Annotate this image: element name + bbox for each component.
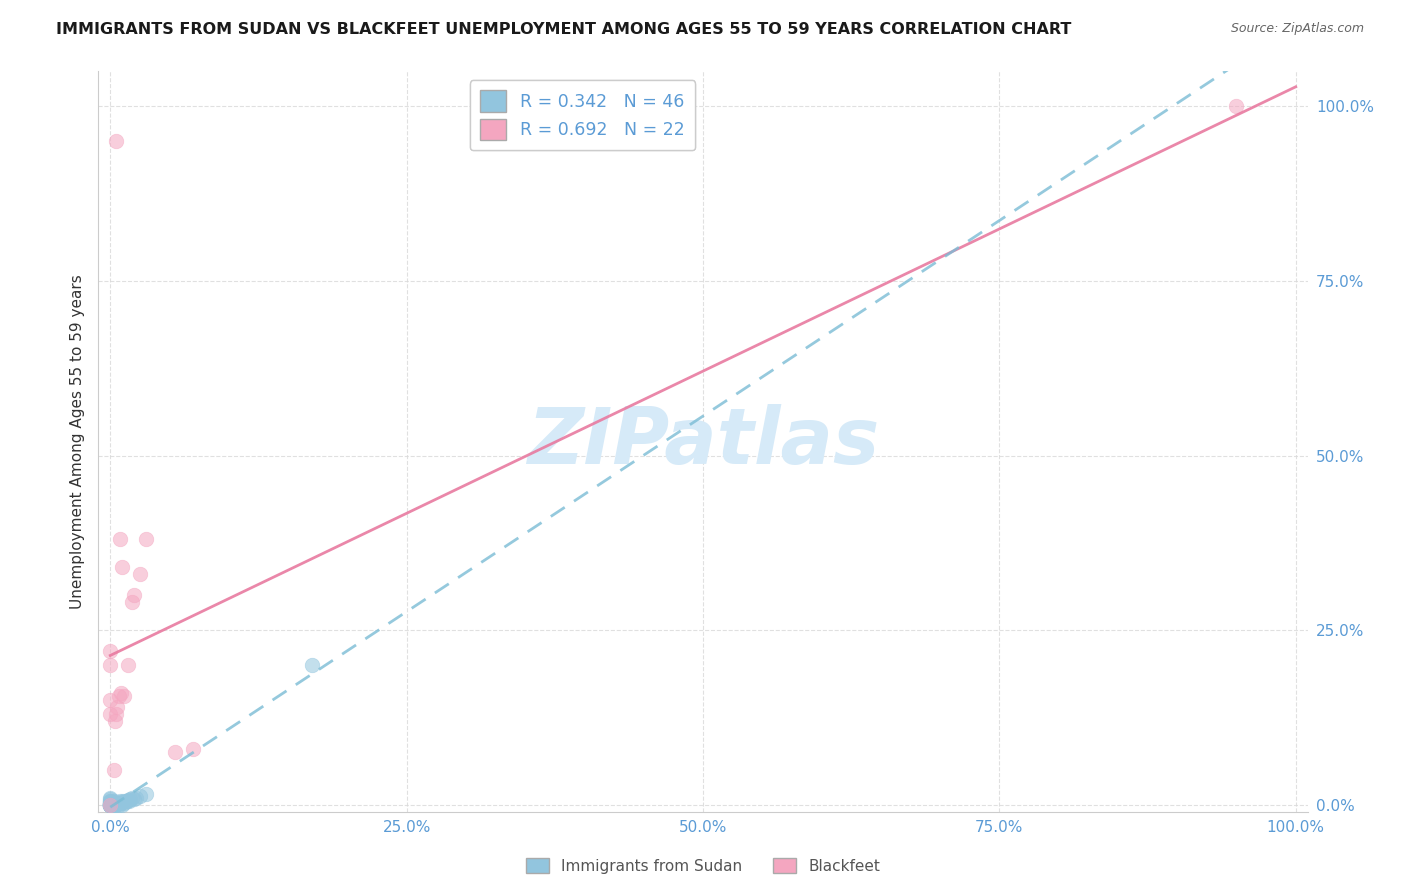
Point xyxy=(98,797,121,812)
Point xyxy=(120,792,142,806)
Point xyxy=(125,790,148,805)
Point xyxy=(122,792,145,806)
Point xyxy=(108,533,131,547)
Point xyxy=(98,797,121,812)
Point xyxy=(121,595,143,609)
Y-axis label: Unemployment Among Ages 55 to 59 years: Unemployment Among Ages 55 to 59 years xyxy=(69,274,84,609)
Point xyxy=(135,787,157,801)
Point xyxy=(111,797,134,812)
Point xyxy=(105,706,128,721)
Point xyxy=(165,745,187,759)
Point xyxy=(98,706,121,721)
Point xyxy=(301,658,323,673)
Point xyxy=(98,797,121,812)
Point xyxy=(117,658,139,673)
Point xyxy=(98,658,121,673)
Text: Source: ZipAtlas.com: Source: ZipAtlas.com xyxy=(1230,22,1364,36)
Point xyxy=(107,690,129,704)
Point xyxy=(98,797,121,812)
Point xyxy=(110,686,132,700)
Point xyxy=(98,794,121,808)
Point xyxy=(118,794,141,808)
Point xyxy=(103,794,125,808)
Point xyxy=(98,797,121,812)
Point xyxy=(98,797,121,812)
Point xyxy=(104,797,127,812)
Point xyxy=(98,797,121,811)
Legend: R = 0.342   N = 46, R = 0.692   N = 22: R = 0.342 N = 46, R = 0.692 N = 22 xyxy=(470,80,696,150)
Point xyxy=(98,797,121,812)
Point xyxy=(98,793,121,807)
Point xyxy=(98,797,121,812)
Point xyxy=(129,567,152,582)
Point xyxy=(112,794,135,808)
Point xyxy=(111,560,134,574)
Text: IMMIGRANTS FROM SUDAN VS BLACKFEET UNEMPLOYMENT AMONG AGES 55 TO 59 YEARS CORREL: IMMIGRANTS FROM SUDAN VS BLACKFEET UNEMP… xyxy=(56,22,1071,37)
Point xyxy=(104,714,127,728)
Point xyxy=(181,742,204,756)
Point xyxy=(107,797,129,812)
Point xyxy=(121,790,143,805)
Point xyxy=(98,796,121,810)
Point xyxy=(115,794,138,808)
Point xyxy=(98,797,121,812)
Point xyxy=(105,796,128,810)
Point xyxy=(114,690,136,704)
Point xyxy=(98,797,121,812)
Point xyxy=(110,796,132,810)
Point xyxy=(101,797,124,812)
Point xyxy=(114,793,136,807)
Point xyxy=(135,533,157,547)
Point xyxy=(1225,99,1247,113)
Point xyxy=(122,588,145,602)
Point xyxy=(105,796,128,810)
Point xyxy=(98,797,121,811)
Point xyxy=(98,797,121,812)
Point xyxy=(114,796,136,810)
Point xyxy=(103,763,125,777)
Point xyxy=(111,795,134,809)
Point xyxy=(98,797,121,812)
Point xyxy=(98,790,121,805)
Point xyxy=(129,789,152,804)
Point xyxy=(117,793,139,807)
Point xyxy=(98,795,121,809)
Point xyxy=(108,794,131,808)
Text: ZIPatlas: ZIPatlas xyxy=(527,403,879,480)
Point xyxy=(105,134,128,148)
Point xyxy=(98,797,121,812)
Point xyxy=(98,693,121,707)
Point xyxy=(103,797,125,811)
Legend: Immigrants from Sudan, Blackfeet: Immigrants from Sudan, Blackfeet xyxy=(520,852,886,880)
Point xyxy=(98,644,121,658)
Point xyxy=(105,797,128,812)
Point xyxy=(105,700,128,714)
Point xyxy=(98,792,121,806)
Point xyxy=(108,797,131,811)
